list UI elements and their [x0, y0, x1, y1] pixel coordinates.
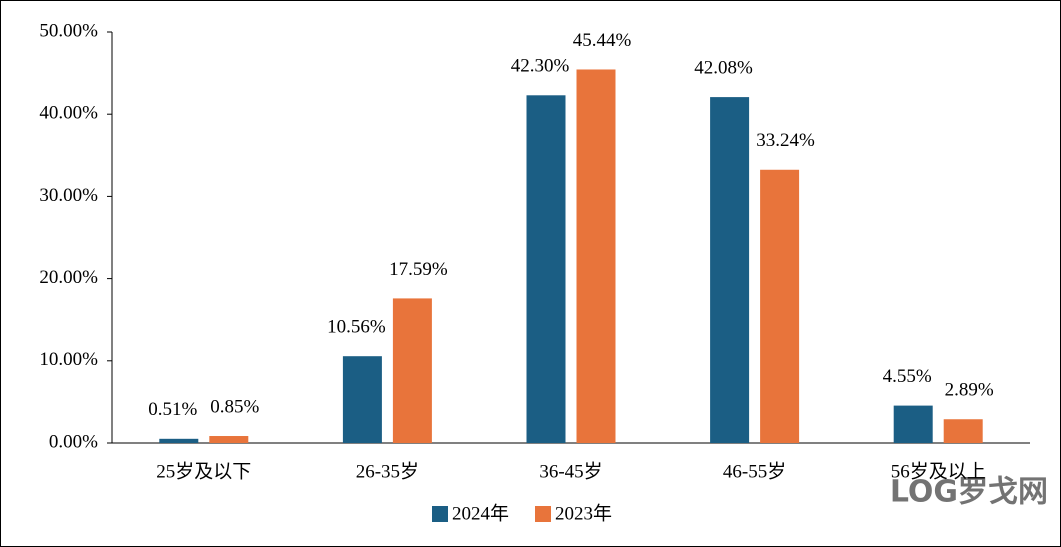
x-tick-label: 56岁及以上	[891, 460, 986, 482]
bar	[943, 419, 983, 443]
x-tick-label: 46-55岁	[723, 460, 786, 482]
legend-swatch	[535, 506, 551, 522]
value-label: 4.55%	[883, 366, 932, 387]
legend-label: 2024年	[452, 502, 509, 524]
x-tick-label: 36-45岁	[539, 460, 602, 482]
bar	[893, 405, 933, 443]
value-label: 33.24%	[756, 130, 815, 151]
value-label: 10.56%	[327, 317, 386, 338]
value-label: 42.08%	[694, 57, 753, 78]
bar	[576, 69, 616, 443]
legend-swatch	[432, 506, 448, 522]
x-tick-label: 26-35岁	[356, 460, 419, 482]
value-label: 45.44%	[573, 30, 632, 51]
y-tick-label: 0.00%	[49, 431, 98, 452]
y-tick-label: 20.00%	[39, 267, 98, 288]
bar	[342, 356, 382, 443]
value-label: 17.59%	[389, 259, 448, 280]
bar	[710, 97, 750, 443]
bar	[526, 95, 566, 443]
value-label: 42.30%	[511, 56, 570, 77]
y-tick-label: 10.00%	[39, 349, 98, 370]
bar	[392, 298, 432, 443]
legend-label: 2023年	[555, 502, 612, 524]
bar	[760, 169, 800, 443]
watermark: LOG罗戈网	[890, 475, 1048, 510]
value-label: 0.85%	[210, 396, 259, 417]
y-tick-label: 40.00%	[39, 103, 98, 124]
value-label: 0.51%	[148, 399, 197, 420]
value-label: 2.89%	[945, 380, 994, 401]
x-tick-label: 25岁及以下	[156, 460, 251, 482]
y-tick-label: 50.00%	[39, 20, 98, 41]
y-tick-label: 30.00%	[39, 185, 98, 206]
bar	[159, 438, 199, 443]
bar	[209, 436, 249, 443]
